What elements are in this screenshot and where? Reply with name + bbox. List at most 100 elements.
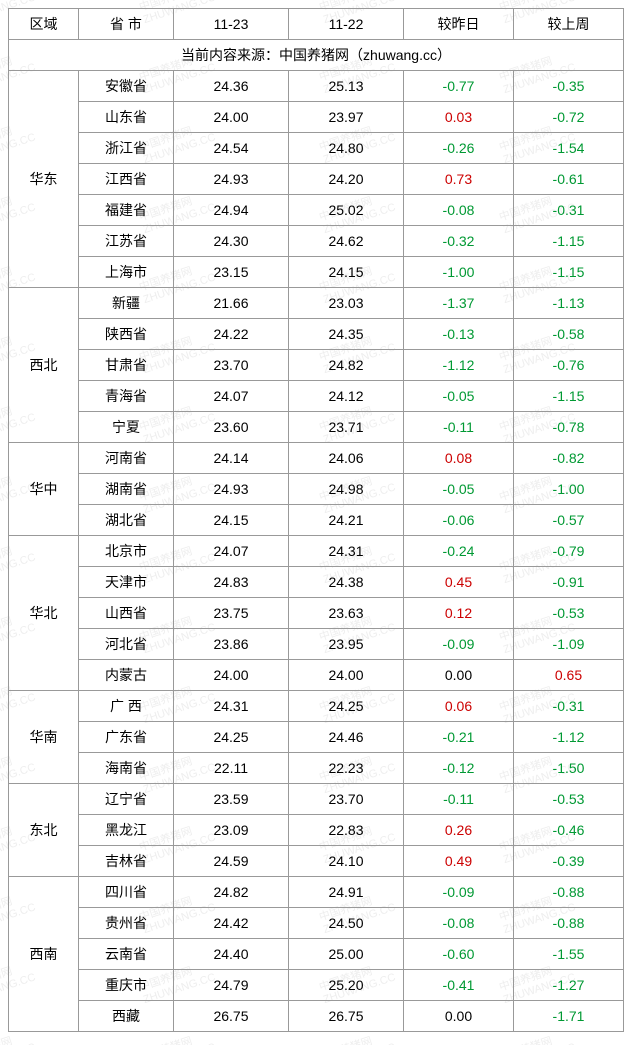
vs-yesterday-cell: -1.00 xyxy=(404,257,514,288)
vs-lastweek-cell: -1.55 xyxy=(514,939,624,970)
date2-cell: 24.38 xyxy=(289,567,404,598)
vs-lastweek-cell: -0.35 xyxy=(514,71,624,102)
date2-cell: 23.03 xyxy=(289,288,404,319)
region-cell: 华南 xyxy=(9,691,79,784)
date1-cell: 24.30 xyxy=(174,226,289,257)
province-cell: 黑龙江 xyxy=(79,815,174,846)
table-row: 贵州省24.4224.50-0.08-0.88 xyxy=(9,908,624,939)
header-date1: 11-23 xyxy=(174,9,289,40)
date1-cell: 23.09 xyxy=(174,815,289,846)
date2-cell: 25.20 xyxy=(289,970,404,1001)
vs-yesterday-cell: -0.05 xyxy=(404,381,514,412)
province-cell: 江西省 xyxy=(79,164,174,195)
province-cell: 贵州省 xyxy=(79,908,174,939)
date1-cell: 23.15 xyxy=(174,257,289,288)
date2-cell: 22.23 xyxy=(289,753,404,784)
vs-yesterday-cell: 0.00 xyxy=(404,660,514,691)
vs-lastweek-cell: -0.76 xyxy=(514,350,624,381)
table-row: 陕西省24.2224.35-0.13-0.58 xyxy=(9,319,624,350)
table-row: 江苏省24.3024.62-0.32-1.15 xyxy=(9,226,624,257)
table-row: 西南四川省24.8224.91-0.09-0.88 xyxy=(9,877,624,908)
vs-yesterday-cell: 0.03 xyxy=(404,102,514,133)
vs-yesterday-cell: -0.13 xyxy=(404,319,514,350)
province-cell: 西藏 xyxy=(79,1001,174,1032)
province-cell: 河北省 xyxy=(79,629,174,660)
province-cell: 北京市 xyxy=(79,536,174,567)
date2-cell: 26.75 xyxy=(289,1001,404,1032)
date1-cell: 23.70 xyxy=(174,350,289,381)
vs-lastweek-cell: 0.65 xyxy=(514,660,624,691)
table-row: 江西省24.9324.200.73-0.61 xyxy=(9,164,624,195)
table-row: 山东省24.0023.970.03-0.72 xyxy=(9,102,624,133)
header-vs-yesterday: 较昨日 xyxy=(404,9,514,40)
date1-cell: 26.75 xyxy=(174,1001,289,1032)
vs-lastweek-cell: -0.61 xyxy=(514,164,624,195)
table-row: 吉林省24.5924.100.49-0.39 xyxy=(9,846,624,877)
vs-lastweek-cell: -1.15 xyxy=(514,257,624,288)
vs-lastweek-cell: -0.31 xyxy=(514,691,624,722)
vs-lastweek-cell: -0.46 xyxy=(514,815,624,846)
province-cell: 湖北省 xyxy=(79,505,174,536)
province-cell: 海南省 xyxy=(79,753,174,784)
vs-yesterday-cell: -0.60 xyxy=(404,939,514,970)
vs-yesterday-cell: 0.45 xyxy=(404,567,514,598)
table-row: 华东安徽省24.3625.13-0.77-0.35 xyxy=(9,71,624,102)
date2-cell: 24.25 xyxy=(289,691,404,722)
vs-lastweek-cell: -0.88 xyxy=(514,877,624,908)
vs-lastweek-cell: -1.12 xyxy=(514,722,624,753)
province-cell: 浙江省 xyxy=(79,133,174,164)
date2-cell: 23.70 xyxy=(289,784,404,815)
header-row: 区域 省 市 11-23 11-22 较昨日 较上周 xyxy=(9,9,624,40)
date1-cell: 23.60 xyxy=(174,412,289,443)
date1-cell: 23.59 xyxy=(174,784,289,815)
province-cell: 山东省 xyxy=(79,102,174,133)
province-cell: 云南省 xyxy=(79,939,174,970)
date2-cell: 24.80 xyxy=(289,133,404,164)
vs-yesterday-cell: -0.08 xyxy=(404,195,514,226)
vs-lastweek-cell: -0.72 xyxy=(514,102,624,133)
table-row: 华南广 西24.3124.250.06-0.31 xyxy=(9,691,624,722)
vs-lastweek-cell: -1.71 xyxy=(514,1001,624,1032)
table-row: 天津市24.8324.380.45-0.91 xyxy=(9,567,624,598)
date2-cell: 24.82 xyxy=(289,350,404,381)
date2-cell: 24.50 xyxy=(289,908,404,939)
date2-cell: 24.00 xyxy=(289,660,404,691)
vs-yesterday-cell: 0.08 xyxy=(404,443,514,474)
date2-cell: 24.20 xyxy=(289,164,404,195)
vs-lastweek-cell: -0.57 xyxy=(514,505,624,536)
vs-yesterday-cell: -0.12 xyxy=(404,753,514,784)
province-cell: 辽宁省 xyxy=(79,784,174,815)
date1-cell: 24.93 xyxy=(174,164,289,195)
vs-lastweek-cell: -1.15 xyxy=(514,226,624,257)
vs-lastweek-cell: -0.39 xyxy=(514,846,624,877)
province-cell: 广东省 xyxy=(79,722,174,753)
date1-cell: 24.22 xyxy=(174,319,289,350)
province-cell: 内蒙古 xyxy=(79,660,174,691)
vs-lastweek-cell: -0.31 xyxy=(514,195,624,226)
table-row: 湖南省24.9324.98-0.05-1.00 xyxy=(9,474,624,505)
date1-cell: 24.36 xyxy=(174,71,289,102)
date1-cell: 24.00 xyxy=(174,660,289,691)
vs-yesterday-cell: 0.06 xyxy=(404,691,514,722)
province-cell: 湖南省 xyxy=(79,474,174,505)
date2-cell: 25.13 xyxy=(289,71,404,102)
vs-yesterday-cell: 0.26 xyxy=(404,815,514,846)
date1-cell: 24.15 xyxy=(174,505,289,536)
table-body: 当前内容来源：中国养猪网（zhuwang.cc） 华东安徽省24.3625.13… xyxy=(9,40,624,1032)
date1-cell: 24.54 xyxy=(174,133,289,164)
header-region: 区域 xyxy=(9,9,79,40)
vs-yesterday-cell: -0.21 xyxy=(404,722,514,753)
table-row: 重庆市24.7925.20-0.41-1.27 xyxy=(9,970,624,1001)
vs-yesterday-cell: -0.08 xyxy=(404,908,514,939)
region-cell: 西北 xyxy=(9,288,79,443)
date1-cell: 24.83 xyxy=(174,567,289,598)
vs-yesterday-cell: -0.09 xyxy=(404,629,514,660)
vs-yesterday-cell: -0.06 xyxy=(404,505,514,536)
header-province: 省 市 xyxy=(79,9,174,40)
date1-cell: 24.79 xyxy=(174,970,289,1001)
table-row: 甘肃省23.7024.82-1.12-0.76 xyxy=(9,350,624,381)
province-cell: 河南省 xyxy=(79,443,174,474)
table-row: 黑龙江23.0922.830.26-0.46 xyxy=(9,815,624,846)
date1-cell: 24.82 xyxy=(174,877,289,908)
vs-yesterday-cell: -0.11 xyxy=(404,412,514,443)
